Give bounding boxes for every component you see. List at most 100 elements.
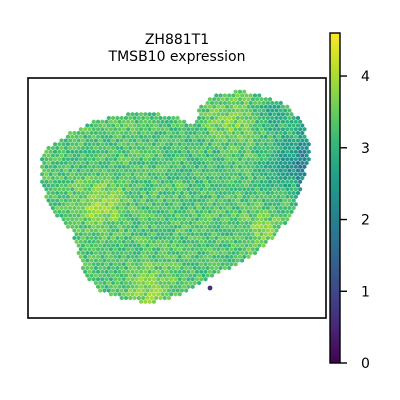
expression-spot [118, 119, 122, 124]
expression-spot [257, 168, 261, 173]
expression-spot [158, 138, 162, 143]
expression-spot [156, 284, 160, 289]
expression-spot [111, 251, 115, 256]
expression-spot [143, 202, 147, 207]
expression-spot [178, 202, 182, 207]
expression-spot [113, 127, 117, 132]
expression-spot [113, 149, 117, 154]
expression-spot [51, 191, 55, 196]
expression-spot [208, 164, 212, 169]
expression-spot [262, 221, 266, 226]
expression-spot [281, 157, 285, 162]
expression-spot [75, 157, 79, 162]
expression-spot [171, 153, 175, 158]
expression-spot [249, 206, 253, 211]
expression-spot [154, 161, 158, 166]
expression-spot [206, 198, 210, 203]
expression-spot [72, 138, 76, 143]
expression-spot [143, 142, 147, 147]
expression-spot [251, 164, 255, 169]
expression-spot [247, 149, 251, 154]
expression-spot [103, 258, 107, 263]
expression-spot [229, 119, 233, 124]
expression-spot [240, 161, 244, 166]
expression-spot [180, 236, 184, 241]
expression-spot [232, 221, 236, 226]
expression-spot [161, 194, 165, 199]
expression-spot [225, 119, 229, 124]
expression-spot [262, 161, 266, 166]
expression-spot [111, 213, 115, 218]
expression-spot [165, 277, 169, 282]
expression-spot [216, 149, 220, 154]
expression-spot [240, 251, 244, 256]
expression-spot [124, 236, 128, 241]
expression-spot [130, 209, 134, 214]
expression-spot [103, 228, 107, 233]
chart-title: ZH881T1 TMSB10 expression [108, 32, 246, 65]
expression-spot [85, 243, 89, 248]
expression-spot [109, 157, 113, 162]
expression-spot [251, 142, 255, 147]
expression-spot [247, 142, 251, 147]
expression-spot [234, 224, 238, 229]
expression-spot [266, 101, 270, 106]
expression-spot [154, 183, 158, 188]
expression-spot [107, 131, 111, 136]
expression-spot [130, 142, 134, 147]
expression-spot [259, 142, 263, 147]
expression-spot [283, 161, 287, 166]
expression-spot [139, 239, 143, 244]
expression-spot [178, 179, 182, 184]
expression-spot [285, 104, 289, 109]
expression-spot [251, 119, 255, 124]
expression-spot [272, 142, 276, 147]
expression-spot [244, 213, 248, 218]
expression-spot [223, 228, 227, 233]
expression-spot [152, 202, 156, 207]
expression-spot [191, 209, 195, 214]
expression-spot [238, 224, 242, 229]
expression-spot [173, 209, 177, 214]
expression-spot [143, 172, 147, 177]
expression-spot [158, 168, 162, 173]
expression-spot [223, 153, 227, 158]
expression-spot [225, 239, 229, 244]
expression-spot [137, 206, 141, 211]
expression-spot [128, 176, 132, 181]
expression-spot [214, 258, 218, 263]
expression-spot [225, 247, 229, 252]
expression-spot [266, 191, 270, 196]
expression-spot [197, 168, 201, 173]
expression-spot [180, 213, 184, 218]
expression-spot [189, 168, 193, 173]
expression-spot [197, 176, 201, 181]
expression-spot [77, 243, 81, 248]
expression-spot [244, 251, 248, 256]
expression-spot [176, 258, 180, 263]
expression-spot [105, 224, 109, 229]
expression-spot [115, 176, 119, 181]
expression-spot [214, 116, 218, 121]
expression-spot [251, 149, 255, 154]
expression-spot [208, 172, 212, 177]
expression-spot [208, 104, 212, 109]
expression-spot [152, 179, 156, 184]
expression-spot [81, 213, 85, 218]
expression-spot [81, 146, 85, 151]
expression-spot [247, 209, 251, 214]
expression-spot [87, 127, 91, 132]
expression-spot [173, 142, 177, 147]
expression-spot [105, 119, 109, 124]
expression-spot [42, 153, 46, 158]
expression-spot [98, 228, 102, 233]
expression-spot [70, 157, 74, 162]
expression-spot [219, 198, 223, 203]
expression-spot [83, 254, 87, 259]
title-line-2: TMSB10 expression [108, 49, 246, 65]
expression-spot [92, 127, 96, 132]
expression-spot [130, 239, 134, 244]
expression-spot [193, 161, 197, 166]
expression-spot [154, 191, 158, 196]
